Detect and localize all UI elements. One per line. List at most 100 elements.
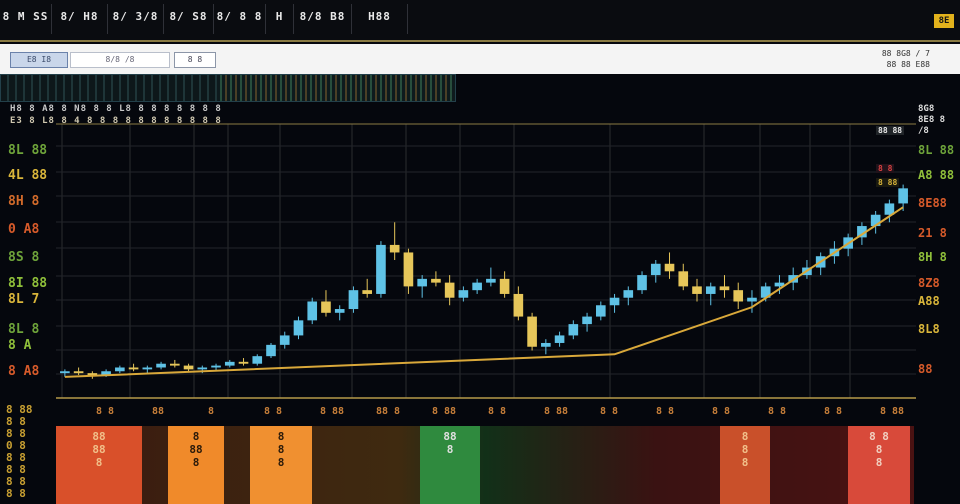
candle-body (486, 278, 496, 283)
left-label: 8L 88 (8, 143, 48, 158)
candle-body (623, 290, 634, 298)
right-label: 88 (918, 362, 933, 376)
candle-body (101, 371, 111, 376)
info-line-1: 88 8G8 / 7 (881, 49, 930, 58)
x-tick-label: 8 8 (264, 406, 282, 417)
x-tick-label: 8 88 (432, 406, 456, 417)
candle-body (211, 365, 221, 368)
x-tick-label: 88 8 (376, 406, 400, 417)
candle-body (348, 290, 359, 310)
volume-panel-text: 8 (875, 443, 883, 456)
volume-panel: 88 88 8 (56, 426, 142, 504)
candle-body (73, 371, 84, 374)
candle-body (142, 367, 153, 370)
x-tick-label: 8 8 (656, 406, 674, 417)
volume-panel-text: 8 (277, 430, 285, 443)
candle-body (637, 275, 647, 291)
candle-body (692, 286, 702, 294)
candle-body (376, 244, 386, 294)
candle-body (321, 301, 331, 313)
stats-bar: 8 M SS 8/ H8 8/ 3/8 8/ S8 8/ 8 8 H 8/8 B8 H88 8E (0, 0, 960, 42)
x-tick-label: 8 8 (824, 406, 842, 417)
volume-panel-text: 8 (446, 443, 454, 456)
right-label: 8Z8 (918, 276, 940, 290)
volume-panel-text: 8 8 (869, 430, 889, 443)
ticker-line-1: H8 8 A8 8 N8 8 8 L8 8 8 8 8 8 8 8 (10, 104, 222, 114)
candle-body (595, 305, 606, 317)
toolbar-button[interactable]: 8 8 (174, 52, 216, 68)
brand-logo[interactable]: 8E (934, 14, 954, 28)
left-label: 8L 8 (8, 322, 40, 337)
candle-body (554, 335, 565, 343)
volume-panel-text: 8 (192, 430, 200, 443)
right-label: 8L 88 (918, 143, 955, 157)
left-label: 8S 8 (8, 250, 40, 265)
stat-6: 8/8 B8 (294, 4, 352, 34)
volume-label: 8 8 (6, 427, 26, 440)
volume-panel-text: 88 (92, 443, 106, 456)
candle-body (678, 271, 689, 287)
x-tick-label: 8 8 (488, 406, 506, 417)
candle-body (293, 320, 304, 336)
left-label: 4L 88 (8, 168, 48, 183)
candle-body (870, 214, 881, 227)
stat-5: H (266, 4, 294, 34)
candle-body (183, 365, 194, 370)
candle-body (389, 244, 400, 253)
tabs-right (217, 75, 455, 101)
chart-tabs-strip[interactable] (0, 74, 456, 102)
right-header: 8G8 8E8 8 /8 (918, 104, 960, 137)
x-tick-label: 8 88 (544, 406, 568, 417)
volume-label: 8 8 (6, 451, 26, 464)
tab-chart[interactable]: E8 I8 (10, 52, 68, 68)
right-label: 8H 8 (918, 250, 947, 264)
right-label: 8E88 (918, 196, 947, 210)
toolbar: E8 I8 8/8 /8 8 8 88 8G8 / 7 88 88 E88 (0, 44, 960, 74)
volume-label: 8 8 (6, 463, 26, 476)
candle-body (115, 367, 125, 372)
left-label: 8L 7 (8, 292, 40, 307)
x-tick-label: 88 (152, 406, 164, 417)
left-label: 8I 88 (8, 276, 48, 291)
volume-panel-text: 8 (875, 456, 883, 469)
candle-body (541, 342, 551, 347)
x-tick-label: 8 8 (712, 406, 730, 417)
x-tick-label: 8 8 (600, 406, 618, 417)
right-label: 21 8 (918, 226, 947, 240)
volume-label: 8 88 (6, 403, 33, 416)
candle-body (747, 297, 757, 302)
tabs-left (1, 75, 217, 101)
search-input[interactable]: 8/8 /8 (70, 52, 170, 68)
right-header-line-2: 8E8 8 /8 (918, 115, 946, 136)
candle-body (266, 344, 276, 357)
candle-body (774, 282, 785, 287)
candle-body (224, 361, 235, 366)
volume-label: 8 8 (6, 487, 26, 500)
candle-body (760, 286, 771, 298)
x-tick-label: 8 8 (768, 406, 786, 417)
stat-0: 8 M SS (0, 4, 52, 34)
candle-body (128, 367, 139, 370)
volume-panel-text: 88 (189, 443, 203, 456)
trend-line (64, 206, 904, 378)
candle-body (87, 373, 98, 376)
candle-body (458, 290, 469, 298)
volume-panel-text: 8 (277, 456, 285, 469)
candle-body (403, 252, 414, 287)
candle-body (719, 286, 730, 291)
candle-body (857, 226, 867, 238)
right-label: 8L8 (918, 322, 940, 336)
candle-body (431, 278, 441, 283)
volume-panel-text: 8 (277, 443, 285, 456)
candle-body (568, 324, 579, 336)
stat-1: 8/ H8 (52, 4, 108, 34)
candle-body (169, 363, 180, 366)
indicator-tag: 88 88 (876, 126, 905, 135)
candle-body (334, 309, 345, 313)
candle-body (60, 371, 70, 374)
x-tick-label: 8 88 (880, 406, 904, 417)
candle-body (499, 278, 510, 294)
